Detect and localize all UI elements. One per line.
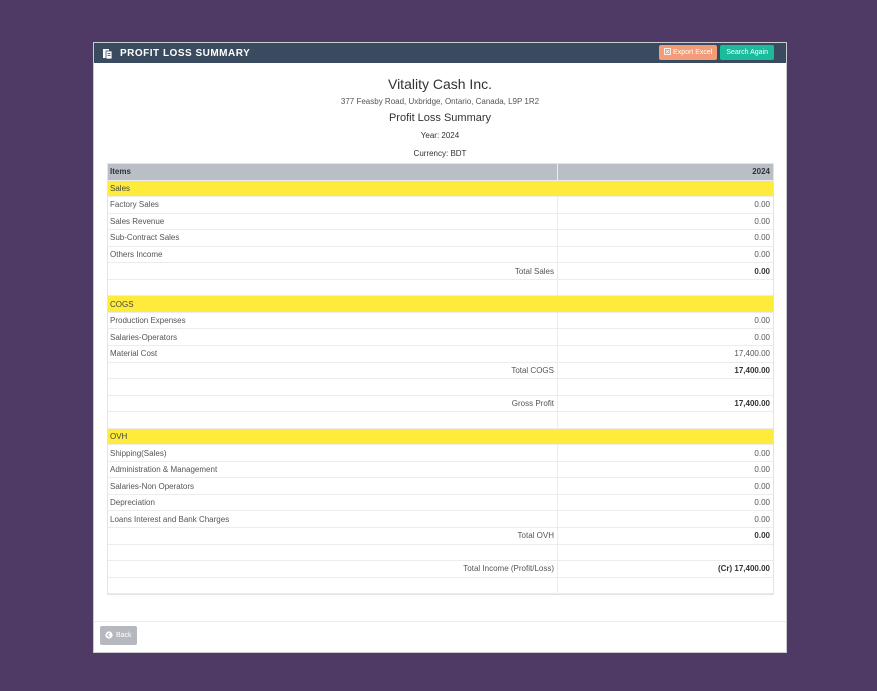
row-label: Sales Revenue [108, 213, 558, 230]
total-row: Total Income (Profit/Loss) (Cr) 17,400.00 [108, 561, 773, 578]
row-value: (Cr) 17,400.00 [717, 564, 770, 574]
row-value: 0.00 [754, 316, 770, 326]
company-info: Vitality Cash Inc. 377 Feasby Road, Uxbr… [94, 76, 786, 158]
row-label [108, 279, 558, 296]
row-label: Loans Interest and Bank Charges [108, 511, 558, 528]
table-row: Production Expenses 0.00 [108, 312, 773, 330]
row-value [558, 379, 773, 395]
report-icon [102, 47, 114, 60]
table-row: Shipping(Sales) 0.00 [108, 445, 773, 462]
row-label: Shipping(Sales) [108, 445, 558, 461]
row-label: Total Sales [108, 263, 558, 279]
profit-loss-panel: PROFIT LOSS SUMMARY Export Excel Search … [93, 42, 787, 653]
blank-row [108, 412, 773, 429]
table-row: Loans Interest and Bank Charges 0.00 [108, 511, 773, 529]
total-row: Gross Profit 17,400.00 [108, 395, 773, 413]
table-row: Administration & Management 0.00 [108, 461, 773, 479]
section-row: Sales [108, 180, 773, 198]
row-label: Salaries-Operators [108, 329, 558, 346]
row-value: 0.00 [754, 332, 770, 342]
export-excel-label: Export Excel [673, 49, 713, 56]
blank-row [108, 577, 773, 595]
row-value [558, 412, 773, 428]
row-value: 0.00 [754, 233, 770, 243]
export-icon [664, 48, 671, 57]
company-address: 377 Feasby Road, Uxbridge, Ontario, Cana… [340, 97, 540, 106]
row-value: 17,400.00 [734, 365, 770, 375]
row-label: Others Income [108, 246, 558, 263]
export-excel-button[interactable]: Export Excel [659, 45, 718, 60]
total-row: Total OVH 0.00 [108, 528, 773, 545]
row-label: Total OVH [108, 528, 558, 544]
row-value: 0.00 [754, 448, 770, 458]
report-currency: Currency: BDT [413, 149, 467, 158]
row-label: Salaries-Non Operators [108, 478, 558, 494]
table-row: Depreciation 0.00 [108, 494, 773, 512]
report-year: Year: 2024 [420, 131, 460, 140]
row-label: Administration & Management [108, 461, 558, 478]
row-label [108, 379, 558, 395]
row-value: 0.00 [754, 200, 770, 210]
row-value: 0.00 [754, 465, 770, 475]
column-header-items: Items [108, 164, 558, 180]
row-label: COGS [110, 299, 134, 309]
table-row: Sub-Contract Sales 0.00 [108, 230, 773, 247]
back-arrow-icon [105, 630, 113, 641]
row-label: Total Income (Profit/Loss) [108, 561, 558, 577]
row-value [558, 429, 773, 445]
row-label [108, 577, 558, 594]
profit-loss-table: Items 2024 Sales Factory Sales 0.00 Sales R… [107, 163, 774, 596]
table-row: Salaries-Non Operators 0.00 [108, 478, 773, 495]
column-header-year: 2024 [752, 167, 770, 177]
blank-row [108, 279, 773, 297]
table-body: Sales Factory Sales 0.00 Sales Revenue 0.00 S… [108, 180, 773, 595]
total-row: Total Sales 0.00 [108, 263, 773, 280]
row-value: 17,400.00 [734, 398, 770, 408]
row-value: 17,400.00 [734, 349, 770, 359]
row-value: 0.00 [754, 216, 770, 226]
row-value: 0.00 [754, 481, 770, 491]
table-row: Sales Revenue 0.00 [108, 213, 773, 231]
row-label: Factory Sales [108, 197, 558, 213]
header-actions: Export Excel Search Again [659, 45, 774, 60]
row-value [558, 181, 773, 197]
total-row: Total COGS 17,400.00 [108, 362, 773, 380]
table-row: Salaries-Operators 0.00 [108, 329, 773, 347]
row-label: OVH [110, 432, 128, 442]
table-row: Material Cost 17,400.00 [108, 346, 773, 363]
row-label: Material Cost [108, 346, 558, 362]
blank-row [108, 544, 773, 562]
row-label: Sales [110, 183, 131, 193]
row-value: 0.00 [754, 250, 770, 259]
back-label: Back [116, 632, 132, 639]
row-value [558, 545, 773, 561]
row-label: Total COGS [108, 362, 558, 379]
row-value [558, 296, 773, 312]
row-value [558, 578, 773, 594]
panel-header: PROFIT LOSS SUMMARY Export Excel Search … [94, 43, 786, 63]
report-title: Profit Loss Summary [388, 112, 492, 124]
row-label [108, 412, 558, 428]
back-button[interactable]: Back [100, 626, 137, 645]
row-value: 0.00 [754, 514, 770, 524]
row-value: 0.00 [754, 531, 770, 541]
table-row: Others Income 0.00 [108, 246, 773, 264]
company-name: Vitality Cash Inc. [387, 76, 492, 92]
row-label: Sub-Contract Sales [108, 230, 558, 246]
row-label [108, 544, 558, 561]
table-header-row: Items 2024 [108, 164, 773, 181]
row-label: Depreciation [108, 494, 558, 511]
search-again-button[interactable]: Search Again [720, 45, 774, 60]
panel-title: PROFIT LOSS SUMMARY [120, 47, 251, 59]
row-value: 0.00 [754, 266, 770, 276]
table-row: Factory Sales 0.00 [108, 197, 773, 214]
blank-row [108, 379, 773, 396]
row-label: Production Expenses [108, 312, 558, 329]
row-value [558, 280, 773, 296]
row-value: 0.00 [754, 498, 770, 508]
panel-footer: Back [94, 621, 786, 652]
section-row: OVH [108, 428, 773, 446]
section-row: COGS [108, 296, 773, 313]
row-label: Gross Profit [108, 395, 558, 412]
